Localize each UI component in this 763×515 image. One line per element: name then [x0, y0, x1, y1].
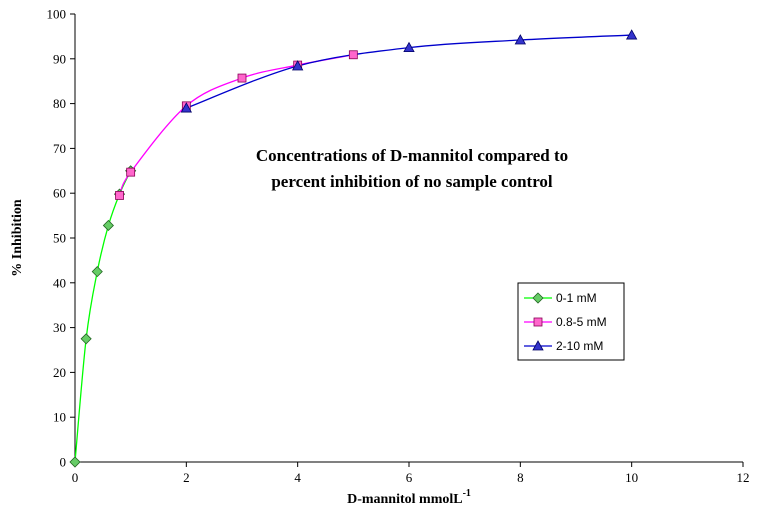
x-tick-label: 8	[517, 470, 524, 485]
chart-annotation-line-2: percent inhibition of no sample control	[271, 172, 553, 191]
x-tick-label: 6	[406, 470, 413, 485]
legend-marker-2	[533, 317, 543, 327]
y-tick-label: 50	[53, 231, 66, 246]
data-point-series-2	[348, 50, 358, 60]
y-axis-title: % Inhibition	[10, 199, 25, 277]
x-tick-label: 2	[183, 470, 190, 485]
legend-label-3: 2-10 mM	[556, 339, 603, 353]
x-tick-label: 12	[737, 470, 750, 485]
y-tick-label: 90	[53, 51, 66, 66]
data-point-series-1	[91, 266, 103, 278]
y-tick-label: 60	[53, 186, 66, 201]
y-tick-label: 70	[53, 141, 66, 156]
x-tick-label: 10	[625, 470, 638, 485]
data-point-series-1	[80, 333, 92, 345]
legend-label-1: 0-1 mM	[556, 291, 597, 305]
x-axis-title-main: D-mannitol mmolL	[347, 492, 463, 507]
data-point-series-2	[115, 191, 124, 200]
x-tick-label: 0	[72, 470, 79, 485]
data-point-series-3	[180, 102, 193, 113]
y-tick-label: 20	[53, 365, 66, 380]
legend-marker-1	[532, 292, 544, 304]
data-point-series-1	[69, 456, 81, 468]
series-lines	[74, 34, 632, 463]
y-tick-label: 80	[53, 96, 66, 111]
series-markers	[69, 29, 638, 468]
series-line-1	[74, 170, 132, 463]
x-ticks: 0 2 4 6 8 10 12	[72, 462, 750, 485]
x-tick-label: 4	[294, 470, 301, 485]
x-axis-title-superscript: -1	[463, 488, 471, 499]
data-point-series-3	[625, 29, 638, 40]
data-point-series-2	[126, 167, 136, 177]
y-tick-label: 10	[53, 410, 66, 425]
y-tick-label: 40	[53, 275, 66, 290]
legend-label-2: 0.8-5 mM	[556, 315, 607, 329]
y-tick-label: 100	[47, 7, 67, 22]
data-point-series-1	[102, 219, 114, 232]
data-point-series-3	[403, 41, 415, 52]
data-point-series-3	[514, 34, 527, 45]
legend-marker-3	[532, 340, 544, 351]
chart-annotation-line-1: Concentrations of D-mannitol compared to	[256, 146, 568, 165]
axes	[74, 14, 743, 463]
x-axis-title: D-mannitol mmolL-1	[347, 488, 471, 507]
y-tick-label: 0	[60, 455, 67, 470]
y-tick-label: 30	[53, 320, 66, 335]
y-ticks: 0 10 20 30 40 50 60 70 80 90 100	[47, 7, 75, 470]
legend: 0-1 mM 0.8-5 mM 2-10 mM	[517, 282, 625, 361]
data-point-series-3	[291, 60, 304, 71]
data-point-series-2	[237, 73, 247, 83]
